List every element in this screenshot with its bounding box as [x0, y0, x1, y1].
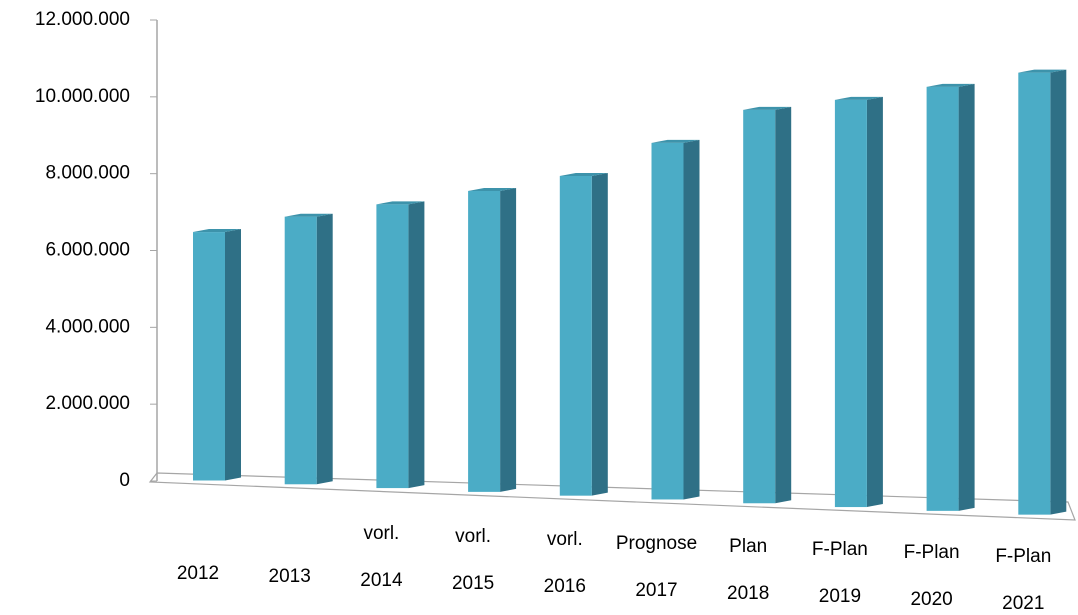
- y-tick-label: 6.000.000: [45, 240, 130, 261]
- bar: [834, 99, 867, 508]
- x-tick-label: 2012: [176, 563, 220, 584]
- y-tick-label: 10.000.000: [35, 86, 130, 107]
- bar: [284, 216, 317, 485]
- bar-side: [958, 83, 975, 511]
- bar: [926, 86, 959, 511]
- y-tick-label: 4.000.000: [45, 316, 130, 337]
- bar-side: [225, 229, 241, 481]
- bar-side: [316, 213, 333, 485]
- bar: [559, 175, 592, 496]
- bar-side: [775, 106, 792, 504]
- bar-top: [1018, 69, 1067, 73]
- bar-side: [500, 187, 517, 492]
- bar-top: [926, 83, 975, 87]
- bar-top: [651, 139, 700, 143]
- bar-top: [468, 187, 517, 191]
- bar: [651, 142, 684, 500]
- bar-top: [284, 213, 333, 217]
- bar-top: [376, 201, 425, 205]
- bar: [193, 232, 225, 481]
- x-tick-label: 2013: [268, 566, 311, 588]
- y-tick-label: 12.000.000: [35, 9, 130, 30]
- bar-top: [834, 96, 883, 100]
- x-tick-label: vorl. 2016: [543, 529, 586, 598]
- bar-top: [559, 172, 608, 176]
- y-tick-label: 8.000.000: [45, 163, 130, 184]
- x-tick-label: vorl. 2015: [451, 525, 495, 594]
- bar-side: [866, 96, 883, 508]
- x-tick-label: vorl. 2014: [360, 522, 403, 591]
- bar: [376, 204, 409, 489]
- bar: [1018, 72, 1051, 515]
- bar: [468, 190, 501, 492]
- x-tick-label: Plan 2018: [727, 535, 770, 604]
- bar-side: [591, 172, 608, 496]
- y-tick-label: 0: [119, 470, 130, 491]
- bar-side: [1050, 69, 1067, 515]
- bar-top: [743, 106, 792, 110]
- bar: [743, 109, 776, 504]
- x-tick-label: F-Plan 2021: [995, 545, 1052, 614]
- bar-side: [408, 201, 425, 489]
- x-tick-label: F-Plan 2020: [903, 542, 960, 611]
- y-tick-label: 2.000.000: [45, 393, 130, 414]
- bar-top: [193, 229, 241, 233]
- x-tick-label: Prognose 2017: [615, 532, 698, 601]
- bar-side: [683, 139, 700, 500]
- x-tick-label: F-Plan 2019: [811, 539, 868, 608]
